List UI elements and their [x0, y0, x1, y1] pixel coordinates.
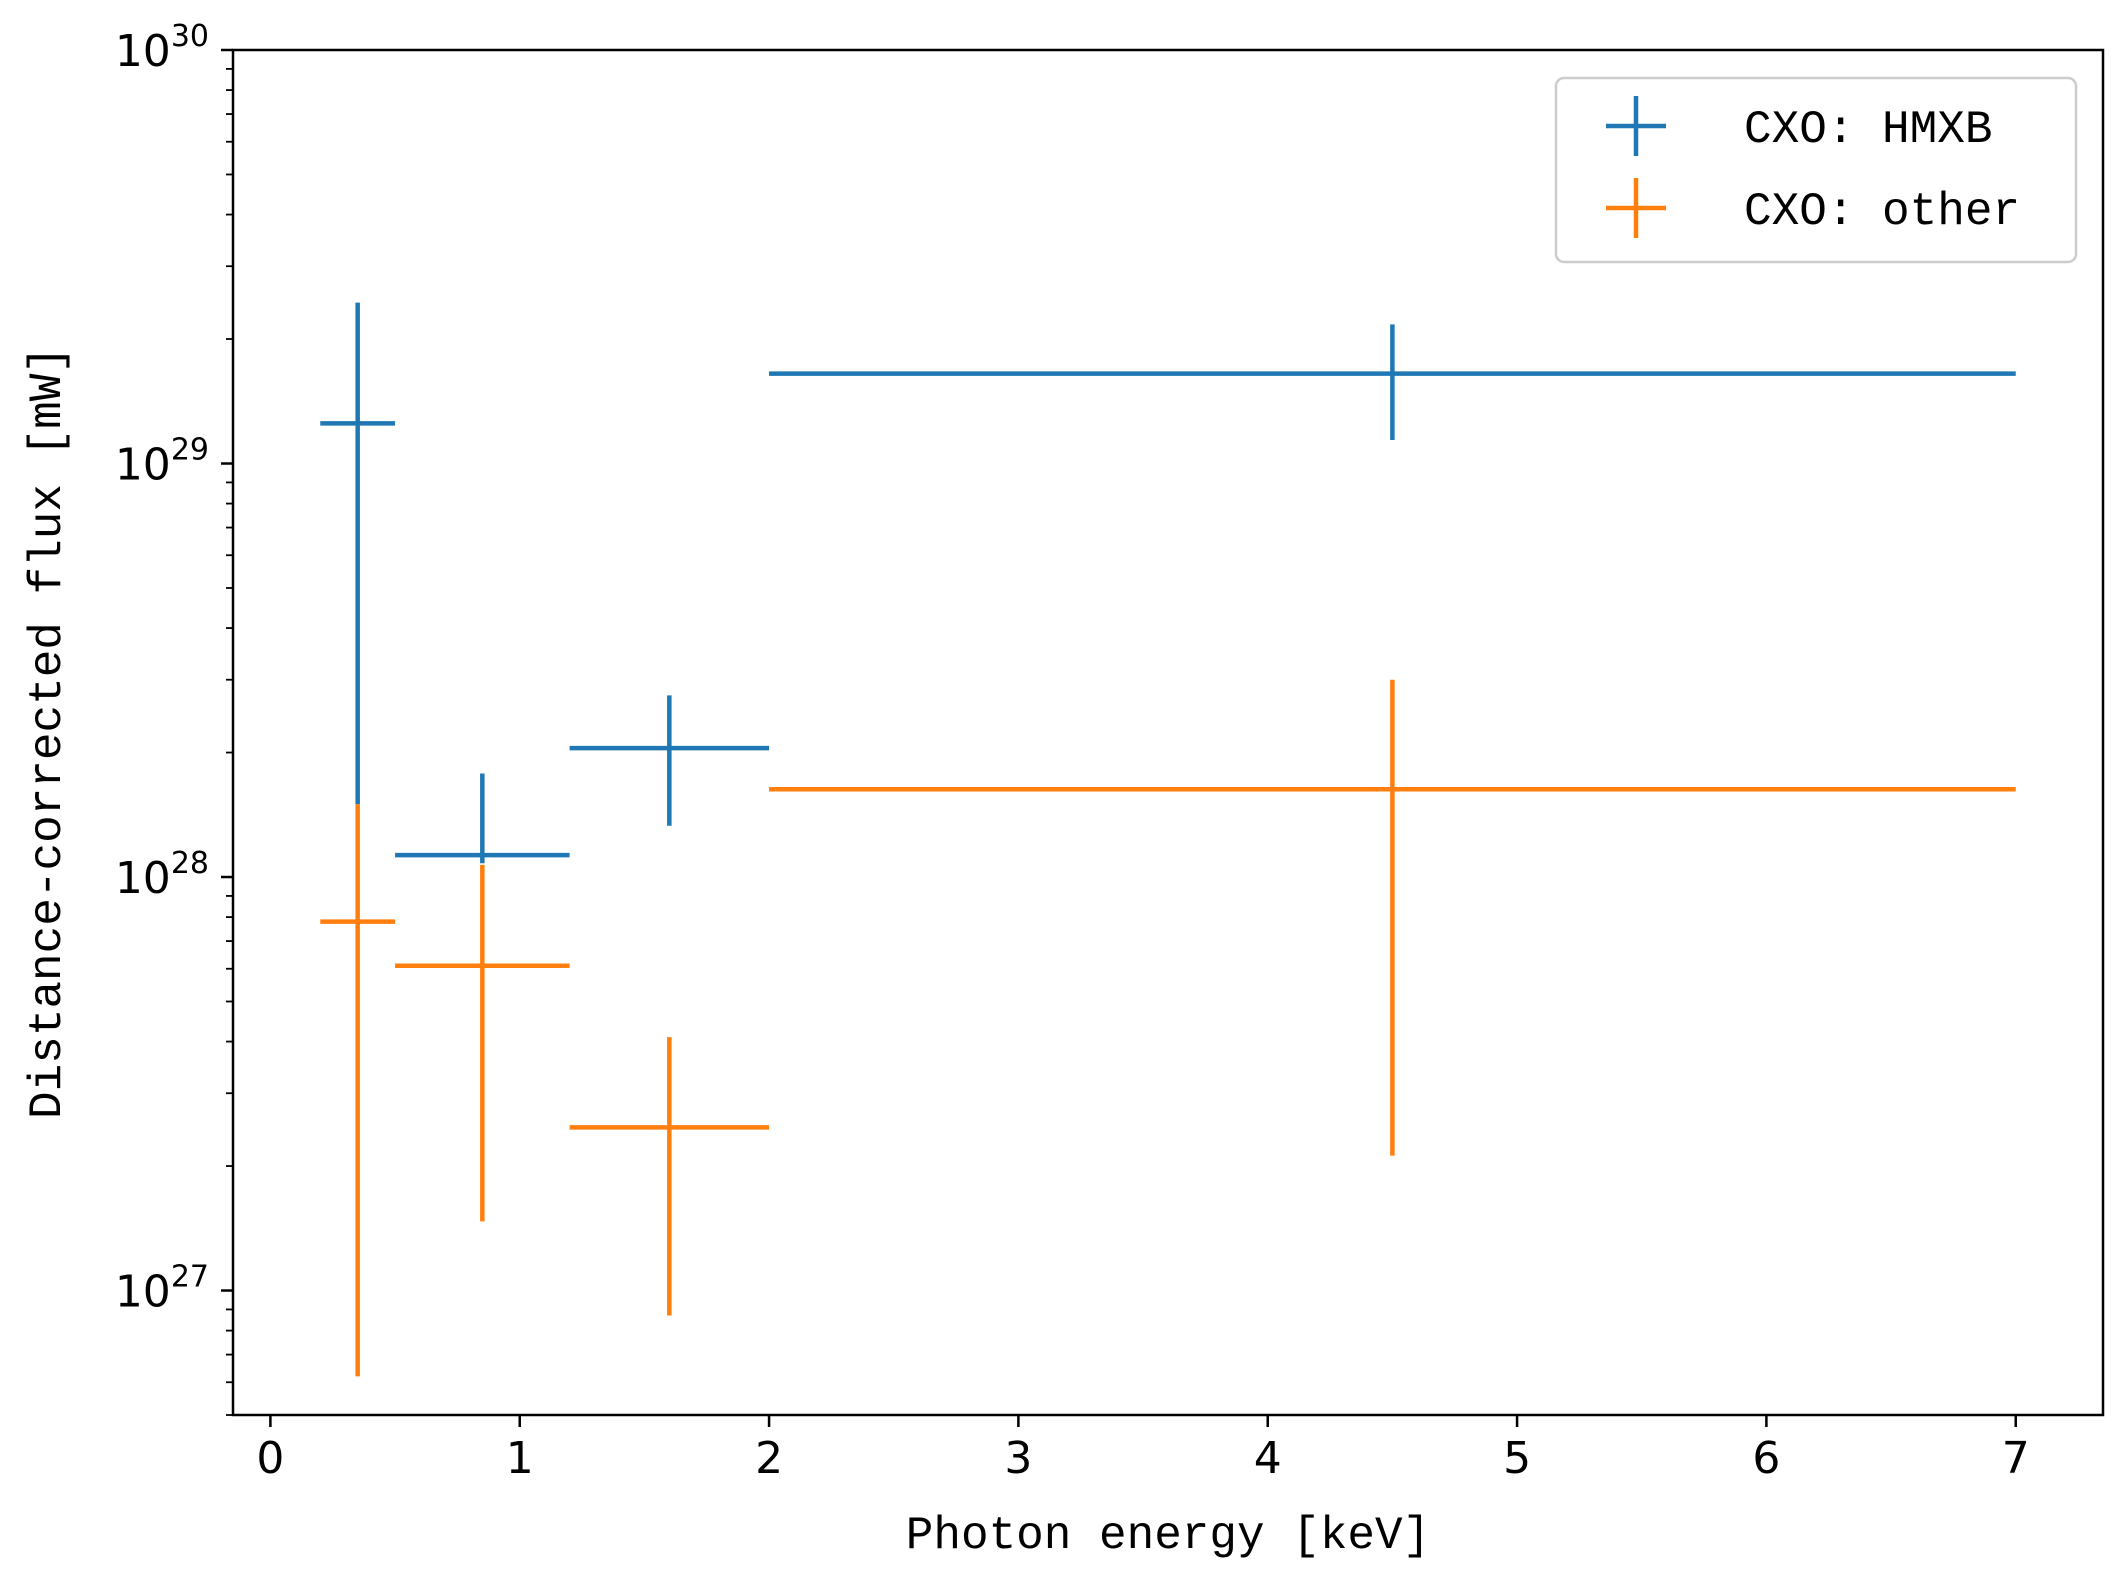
y-tick-exponent: 28: [171, 846, 209, 881]
y-tick-base: 10: [115, 440, 171, 491]
y-tick-exponent: 29: [171, 433, 209, 468]
y-axis-label: Distance-corrected flux [mW]: [22, 346, 74, 1119]
x-axis-label: Photon energy [keV]: [906, 1510, 1431, 1562]
y-tick-label: 1027: [115, 1260, 209, 1318]
x-tick-label: 5: [1503, 1433, 1531, 1484]
x-tick-label: 0: [256, 1433, 284, 1484]
x-tick-label: 4: [1254, 1433, 1282, 1484]
x-tick-label: 3: [1004, 1433, 1032, 1484]
series-0: [320, 302, 2016, 864]
y-tick-exponent: 30: [171, 19, 209, 54]
y-tick-label: 1030: [115, 19, 209, 77]
series-1: [320, 679, 2016, 1377]
x-tick-label: 1: [506, 1433, 534, 1484]
x-tick-label: 2: [755, 1433, 783, 1484]
legend-label: CXO: HMXB: [1744, 104, 1992, 156]
x-axis: 0 1 2 3 4 5 6 7: [256, 1415, 2030, 1484]
legend-box: [1554, 76, 2078, 264]
y-tick-base: 10: [115, 853, 171, 904]
y-tick-base: 10: [115, 26, 171, 77]
x-tick-label: 7: [2002, 1433, 2030, 1484]
y-tick-base: 10: [115, 1267, 171, 1318]
y-tick-exponent: 27: [171, 1260, 209, 1295]
y-tick-label: 1028: [115, 846, 209, 904]
axes-frame: [231, 48, 2105, 1417]
x-tick-label: 6: [1752, 1433, 1780, 1484]
y-tick-label: 1029: [115, 433, 209, 491]
legend: CXO: HMXB CXO: other: [1554, 76, 2078, 264]
legend-label: CXO: other: [1744, 186, 2020, 238]
plot-area: [320, 302, 2016, 1377]
